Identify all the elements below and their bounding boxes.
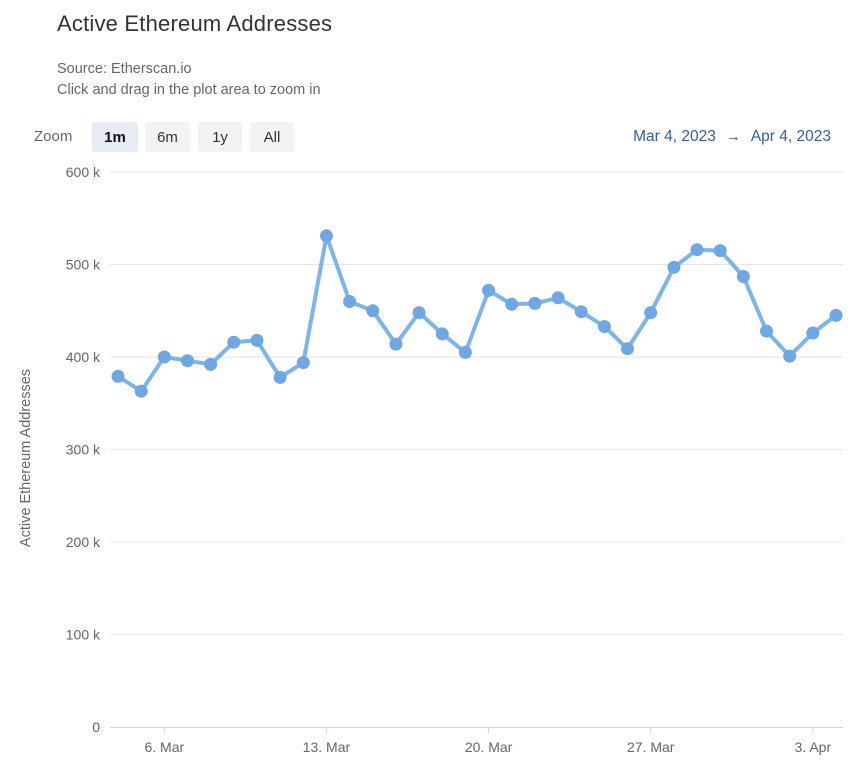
x-axis-label: 6. Mar (144, 739, 184, 755)
date-range-display: Mar 4, 2023 → Apr 4, 2023 (633, 122, 831, 152)
data-point[interactable] (597, 320, 611, 333)
data-point[interactable] (343, 295, 357, 308)
data-point[interactable] (320, 229, 333, 243)
range-to-date[interactable]: Apr 4, 2023 (750, 128, 831, 145)
x-axis-label: 20. Mar (465, 739, 513, 755)
data-point[interactable] (111, 369, 125, 383)
data-point[interactable] (389, 337, 403, 351)
data-point[interactable] (134, 384, 148, 398)
data-point[interactable] (204, 357, 218, 371)
data-point[interactable] (644, 306, 658, 320)
data-point[interactable] (713, 244, 727, 258)
x-axis-label: 3. Apr (795, 739, 832, 755)
data-point[interactable] (667, 260, 681, 274)
arrow-right-icon: → (725, 128, 741, 145)
data-point[interactable] (528, 296, 542, 310)
zoom-button-all[interactable]: All (250, 122, 294, 152)
zoom-button-1m[interactable]: 1m (92, 122, 138, 152)
data-point[interactable] (806, 326, 820, 340)
data-point[interactable] (435, 327, 449, 341)
chart-source: Source: Etherscan.io (57, 61, 192, 77)
data-point[interactable] (760, 324, 773, 338)
zoom-button-1y[interactable]: 1y (198, 122, 242, 152)
data-point[interactable] (783, 349, 797, 363)
y-axis-title: Active Ethereum Addresses (18, 369, 34, 547)
y-axis-label: 300 k (66, 442, 101, 458)
data-point[interactable] (366, 304, 380, 318)
x-axis-label: 27. Mar (627, 739, 675, 755)
zoom-label: Zoom (34, 128, 73, 145)
y-axis-label: 600 k (66, 164, 101, 180)
y-axis-label: 500 k (66, 257, 101, 273)
y-axis-label: 200 k (66, 534, 101, 550)
data-point[interactable] (829, 308, 843, 322)
data-point[interactable] (690, 243, 704, 257)
data-point[interactable] (157, 350, 171, 364)
chart-zoom-hint: Click and drag in the plot area to zoom … (57, 82, 321, 98)
data-point[interactable] (296, 356, 310, 370)
range-from-date[interactable]: Mar 4, 2023 (633, 128, 716, 145)
plot-area[interactable] (110, 160, 843, 727)
data-point[interactable] (621, 342, 634, 356)
page-title: Active Ethereum Addresses (57, 11, 333, 36)
range-selector: Zoom 1m 6m 1y All (0, 122, 850, 152)
data-point[interactable] (412, 306, 426, 320)
data-point[interactable] (574, 305, 588, 319)
data-point[interactable] (227, 335, 241, 349)
zoom-button-6m[interactable]: 6m (145, 122, 190, 152)
data-point[interactable] (273, 370, 287, 384)
y-axis-label: 0 (92, 719, 100, 735)
data-point[interactable] (181, 354, 194, 368)
data-point[interactable] (250, 333, 264, 347)
data-point[interactable] (458, 345, 472, 359)
data-point[interactable] (551, 291, 565, 305)
data-point[interactable] (482, 283, 496, 297)
y-axis-label: 400 k (66, 349, 101, 365)
y-axis-label: 100 k (66, 627, 101, 643)
data-point[interactable] (505, 297, 519, 311)
x-axis-label: 13. Mar (303, 739, 351, 755)
chart-subtitle: Source: Etherscan.io Click and drag in t… (57, 59, 321, 101)
data-point[interactable] (736, 270, 750, 283)
